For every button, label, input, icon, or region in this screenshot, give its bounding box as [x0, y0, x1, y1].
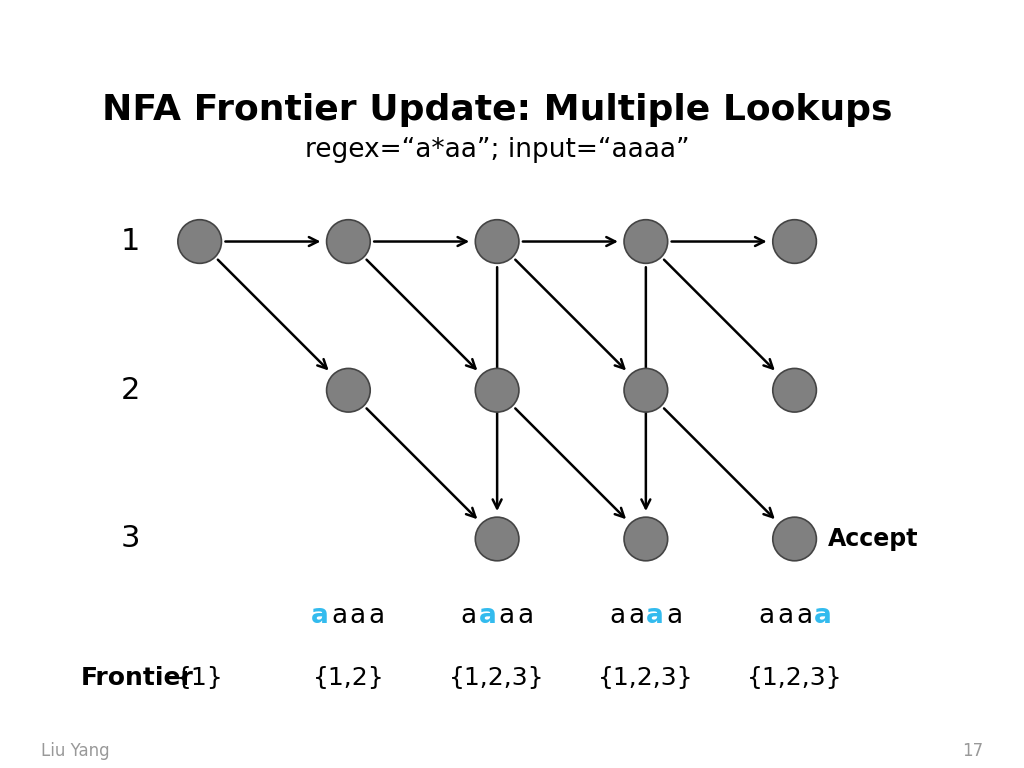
Circle shape	[773, 369, 816, 412]
Circle shape	[773, 517, 816, 561]
Text: a: a	[499, 604, 515, 629]
Text: a: a	[814, 604, 831, 629]
Text: 2: 2	[121, 376, 140, 405]
Text: a: a	[796, 604, 812, 629]
Circle shape	[773, 220, 816, 263]
Text: {1,2,3}: {1,2,3}	[450, 666, 545, 690]
Circle shape	[624, 369, 668, 412]
Text: {1,2,3}: {1,2,3}	[598, 666, 693, 690]
Circle shape	[624, 220, 668, 263]
Text: a: a	[646, 604, 665, 629]
Circle shape	[178, 220, 221, 263]
Text: a: a	[311, 604, 329, 629]
Text: 17: 17	[962, 743, 983, 760]
Text: regex=“a*aa”; input=“aaaa”: regex=“a*aa”; input=“aaaa”	[305, 137, 689, 164]
Text: Liu Yang: Liu Yang	[41, 743, 110, 760]
Text: Frontier: Frontier	[81, 666, 194, 690]
Text: a: a	[629, 604, 644, 629]
Circle shape	[475, 369, 519, 412]
Text: a: a	[517, 604, 534, 629]
Text: a: a	[461, 604, 477, 629]
Circle shape	[475, 220, 519, 263]
Text: a: a	[758, 604, 774, 629]
Text: a: a	[666, 604, 682, 629]
Text: {1,2}: {1,2}	[312, 666, 384, 690]
Text: a: a	[331, 604, 347, 629]
Text: RUTGERS: RUTGERS	[36, 15, 269, 58]
Circle shape	[475, 517, 519, 561]
Text: a: a	[777, 604, 794, 629]
Text: {1}: {1}	[176, 666, 223, 690]
Text: {1,2,3}: {1,2,3}	[746, 666, 843, 690]
Text: a: a	[479, 604, 497, 629]
Text: NFA Frontier Update: Multiple Lookups: NFA Frontier Update: Multiple Lookups	[101, 93, 892, 127]
Text: Accept: Accept	[828, 527, 919, 551]
Circle shape	[327, 220, 371, 263]
Circle shape	[624, 517, 668, 561]
Text: a: a	[369, 604, 385, 629]
Text: a: a	[609, 604, 626, 629]
Circle shape	[327, 369, 371, 412]
Text: 1: 1	[121, 227, 140, 256]
Text: 3: 3	[121, 525, 140, 554]
Text: a: a	[350, 604, 366, 629]
